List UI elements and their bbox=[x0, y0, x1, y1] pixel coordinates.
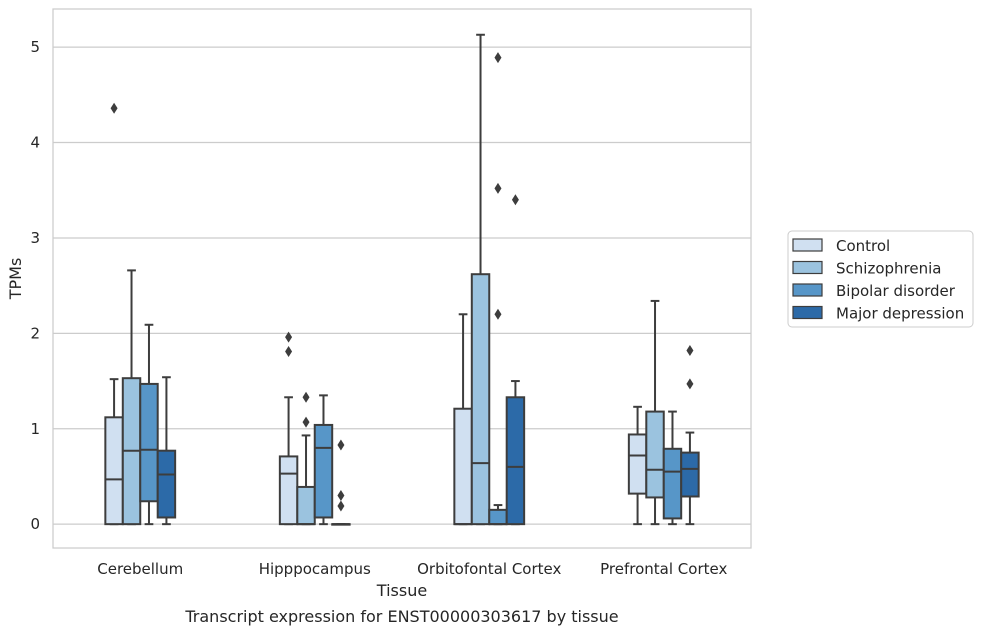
box-iqr bbox=[313, 423, 334, 519]
x-tick-label: Orbitofontal Cortex bbox=[417, 560, 561, 578]
box-control bbox=[104, 102, 124, 526]
outlier-point bbox=[494, 52, 502, 64]
x-tick-label: Cerebellum bbox=[97, 560, 183, 578]
x-axis-ticks: Cerebellum Hipppocampus Orbitofontal Corte… bbox=[97, 560, 727, 578]
legend-label: Control bbox=[836, 237, 890, 255]
outlier-point bbox=[302, 416, 310, 428]
legend-swatch bbox=[792, 305, 823, 320]
box-schizophrenia bbox=[645, 299, 665, 526]
box-control bbox=[453, 313, 473, 526]
box-control bbox=[627, 405, 648, 526]
box-iqr bbox=[627, 433, 648, 495]
outlier-point bbox=[337, 490, 345, 502]
y-tick-label: 1 bbox=[30, 420, 40, 438]
outlier-point bbox=[511, 194, 519, 206]
outlier-point bbox=[494, 182, 502, 194]
box-bipolar-disorder bbox=[313, 394, 334, 526]
legend-label: Bipolar disorder bbox=[836, 282, 956, 300]
box-schizophrenia bbox=[296, 391, 316, 526]
y-axis-title: TPMs bbox=[6, 258, 25, 301]
outlier-point bbox=[337, 500, 345, 512]
box-iqr bbox=[662, 447, 683, 520]
box-series bbox=[104, 33, 700, 526]
box-iqr bbox=[296, 485, 316, 526]
legend-swatch bbox=[792, 283, 823, 297]
box-major-depression bbox=[156, 376, 177, 526]
legend-swatch bbox=[792, 238, 823, 252]
box-iqr bbox=[470, 273, 491, 526]
box-control bbox=[278, 331, 299, 526]
box-bipolar-disorder bbox=[139, 323, 159, 526]
box-major-depression bbox=[505, 194, 526, 526]
box-iqr bbox=[680, 451, 700, 498]
box-iqr bbox=[505, 396, 526, 526]
outlier-point bbox=[302, 391, 310, 403]
outlier-point bbox=[686, 345, 694, 357]
box-iqr bbox=[139, 382, 159, 503]
box-schizophrenia bbox=[121, 269, 142, 526]
legend-frame bbox=[787, 230, 974, 328]
outlier-point bbox=[110, 102, 118, 114]
box-iqr bbox=[278, 455, 299, 526]
outlier-point bbox=[285, 331, 293, 343]
plot-area-frame bbox=[52, 8, 752, 549]
legend-label: Schizophrenia bbox=[836, 260, 941, 278]
y-axis-ticks: 0 1 2 3 4 5 bbox=[30, 38, 40, 533]
outlier-point bbox=[285, 345, 293, 357]
x-axis-title: Tissue bbox=[376, 581, 427, 600]
chart-caption: Transcript expression for ENST0000030361… bbox=[184, 607, 618, 626]
box-iqr bbox=[645, 410, 665, 499]
y-tick-label: 4 bbox=[30, 134, 40, 152]
box-major-depression bbox=[331, 439, 351, 526]
y-tick-label: 5 bbox=[30, 38, 40, 56]
box-bipolar-disorder bbox=[488, 52, 508, 526]
box-iqr bbox=[156, 449, 177, 519]
box-major-depression bbox=[680, 345, 700, 526]
y-tick-label: 3 bbox=[30, 229, 40, 247]
legend-swatch bbox=[792, 260, 823, 275]
outlier-point bbox=[337, 439, 345, 451]
legend: Control Schizophrenia Bipolar disorder Majo… bbox=[787, 230, 974, 328]
box-iqr bbox=[104, 416, 124, 526]
x-tick-label: Hipppocampus bbox=[259, 560, 371, 578]
outlier-point bbox=[686, 378, 694, 390]
x-tick-label: Prefrontal Cortex bbox=[600, 560, 727, 578]
y-tick-label: 0 bbox=[30, 515, 40, 533]
box-schizophrenia bbox=[470, 33, 491, 526]
y-tick-label: 2 bbox=[30, 324, 40, 342]
outlier-point bbox=[494, 308, 502, 320]
box-iqr bbox=[488, 508, 508, 526]
box-iqr bbox=[453, 407, 473, 526]
legend-label: Major depression bbox=[836, 305, 964, 323]
